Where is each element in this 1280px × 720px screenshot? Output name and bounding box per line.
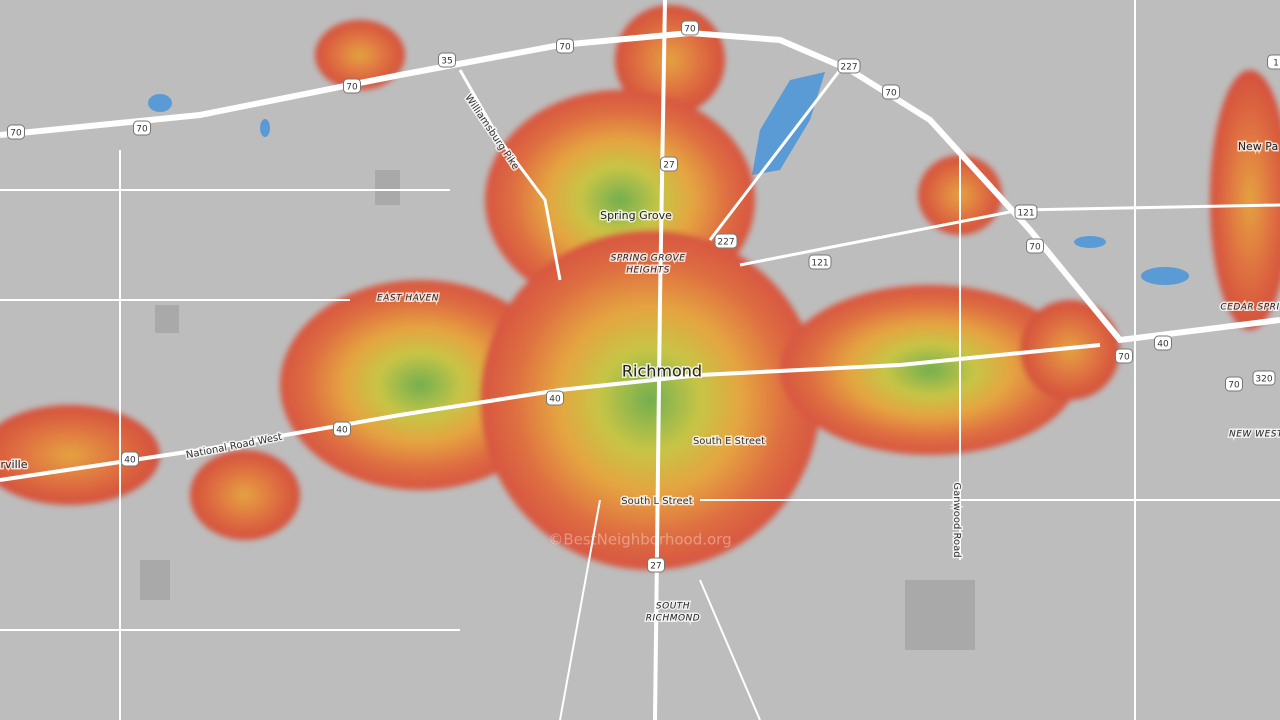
place-label: New Pa [1238, 140, 1278, 153]
shield-body [438, 52, 456, 68]
shield-body [1026, 238, 1044, 254]
shield-body [882, 84, 900, 100]
route-shield: 227 [714, 233, 738, 249]
route-shield: 70 [882, 84, 900, 100]
shield-number: 70 [10, 129, 22, 139]
landuse [140, 170, 975, 650]
place-label: Spring Grove [600, 209, 672, 222]
route-shield: 121 [1014, 204, 1038, 220]
shield-body [7, 124, 25, 140]
shield-number: 27 [663, 161, 674, 171]
watermark: ©BestNeighborhood.org [548, 531, 731, 549]
route-shield: 27 [660, 156, 678, 172]
shield-number: 40 [124, 456, 136, 466]
neighborhood-label: HEIGHTS [626, 266, 670, 276]
shield-body [121, 451, 139, 467]
shield-number: 320 [1255, 375, 1272, 385]
route-shield: 320 [1252, 370, 1276, 386]
road-label: South E Street [693, 436, 765, 447]
shield-number: 40 [1157, 340, 1169, 350]
shield-number: 70 [885, 89, 897, 99]
shield-number: 227 [840, 63, 857, 73]
place-label: rville [1, 458, 28, 471]
shield-body [546, 390, 564, 406]
shield-body [556, 38, 574, 54]
shield-number: 40 [336, 426, 348, 436]
shield-body [1267, 54, 1280, 70]
shield-number: 70 [1228, 381, 1240, 391]
city-label: Richmond [622, 362, 702, 381]
route-shield: 27 [647, 557, 665, 573]
shield-body [333, 421, 351, 437]
route-shield: 227 [837, 58, 861, 74]
route-shield: 40 [1154, 335, 1172, 351]
route-shield: 40 [333, 421, 351, 437]
shield-number: 1 [1273, 59, 1279, 69]
route-shield: 70 [1026, 238, 1044, 254]
neighborhood-label: RICHMOND [646, 614, 700, 624]
route-shield: 70 [681, 20, 699, 36]
shield-body [714, 233, 738, 249]
shield-number: 70 [136, 125, 148, 135]
heatmap [0, 5, 1280, 570]
shield-body [1014, 204, 1038, 220]
neighborhood-label: CEDAR SPRI [1220, 303, 1279, 313]
shield-number: 70 [346, 83, 358, 93]
route-shield: 70 [343, 78, 361, 94]
water [148, 72, 1189, 285]
route-shield: 70 [1225, 376, 1243, 392]
route-shield: 40 [546, 390, 564, 406]
shield-number: 70 [1118, 353, 1130, 363]
route-shield: 70 [556, 38, 574, 54]
shield-body [1115, 348, 1133, 364]
route-shield: 40 [121, 451, 139, 467]
neighborhood-label: NEW WEST [1229, 430, 1280, 440]
shields: 70 70 70 70 70 70 70 70 70 35 227 227 27 27 121 121 40 40… [7, 20, 1280, 573]
shield-number: 70 [1029, 243, 1041, 253]
route-shield: 121 [808, 254, 832, 270]
shield-body [681, 20, 699, 36]
shield-number: 70 [684, 25, 696, 35]
shield-number: 27 [650, 562, 661, 572]
shield-number: 40 [549, 395, 561, 405]
shield-number: 70 [559, 43, 571, 53]
shield-body [808, 254, 832, 270]
shield-number: 35 [441, 57, 452, 67]
shield-body [1252, 370, 1276, 386]
shield-body [647, 557, 665, 573]
shield-body [1154, 335, 1172, 351]
road-label: Ganwood Road [951, 482, 962, 557]
neighborhood-label: SOUTH [656, 602, 690, 612]
route-shield: 1 [1267, 54, 1280, 70]
route-shield: 35 [438, 52, 456, 68]
neighborhood-label: SPRING GROVE [611, 254, 686, 264]
shield-number: 121 [811, 259, 828, 269]
neighborhood-label: EAST HAVEN [377, 294, 439, 304]
route-shield: 70 [7, 124, 25, 140]
route-shield: 70 [133, 120, 151, 136]
shield-body [1225, 376, 1243, 392]
shield-body [343, 78, 361, 94]
road-label: South L Street [621, 496, 692, 507]
shield-number: 121 [1017, 209, 1034, 219]
shield-body [837, 58, 861, 74]
shield-body [660, 156, 678, 172]
shield-number: 227 [717, 238, 734, 248]
route-shield: 70 [1115, 348, 1133, 364]
shield-body [133, 120, 151, 136]
